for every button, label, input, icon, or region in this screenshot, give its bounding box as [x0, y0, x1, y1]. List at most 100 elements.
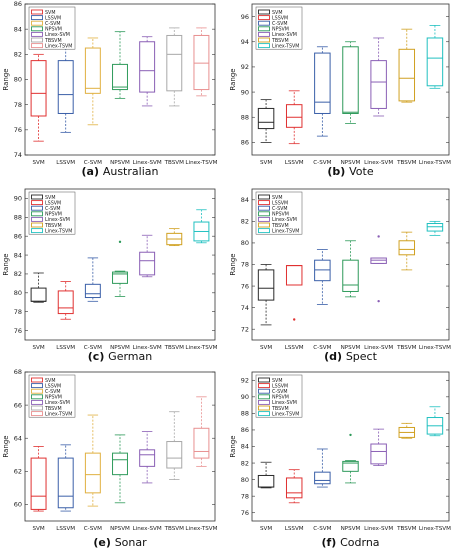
legend-swatch	[31, 211, 43, 217]
x-tick-label: LSSVM	[56, 345, 75, 351]
y-tick-label: 84	[241, 443, 249, 451]
y-tick-label: 84	[14, 251, 22, 259]
legend-label: SVM	[45, 10, 55, 16]
box-iqr	[398, 48, 416, 102]
panel-caption: (b) Vote	[327, 165, 373, 178]
x-tick-label: LSSVM	[285, 526, 304, 532]
legend-label: SVM	[272, 10, 282, 16]
box-iqr	[139, 251, 156, 276]
legend-swatch	[31, 9, 43, 15]
legend-swatch	[258, 15, 270, 21]
caption-letter: (b)	[327, 165, 349, 178]
legend-swatch	[31, 405, 43, 411]
box-iqr	[257, 269, 275, 301]
legend-label: Linex-TSVM	[45, 228, 72, 234]
box-linex-svm	[139, 234, 156, 278]
caption-dataset-name: Vote	[349, 165, 374, 178]
legend-label: Linex-SVM	[45, 400, 70, 406]
legend-swatch	[31, 194, 43, 200]
legend-label: Linex-SVM	[45, 217, 70, 223]
x-tick-label: NPSVM	[110, 160, 130, 166]
legend-swatch	[31, 222, 43, 228]
x-tick-label: C-SVM	[84, 160, 102, 166]
box-lssvm	[57, 281, 74, 320]
box-iqr	[285, 265, 303, 286]
legend-swatch	[258, 43, 270, 49]
panel-caption: (f) Codrna	[321, 536, 379, 549]
box-iqr	[398, 240, 416, 256]
x-tick-label: SVM	[32, 160, 44, 166]
box-iqr	[314, 52, 331, 114]
legend-label: TBSVM	[271, 38, 289, 44]
x-tick-label: Linex-TSVM	[185, 526, 217, 532]
legend-swatch	[31, 228, 43, 234]
y-tick-label: 84	[241, 196, 249, 204]
y-tick-label: 78	[14, 101, 22, 109]
y-tick-label: 76	[14, 327, 22, 335]
y-axis-label: Range	[229, 68, 237, 90]
outlier-point	[377, 235, 380, 238]
box-lssvm	[57, 444, 74, 512]
x-tick-label: NPSVM	[341, 160, 361, 166]
caption-dataset-name: German	[108, 350, 152, 363]
legend-swatch	[258, 211, 270, 217]
x-tick-label: NPSVM	[110, 345, 130, 351]
legend: SVMLSSVMC-SVMNPSVMLinex-SVMTBSVMLinex-TS…	[28, 191, 76, 235]
box-iqr	[30, 457, 47, 510]
box-iqr	[342, 460, 359, 472]
x-tick-label: Linex-TSVM	[419, 526, 451, 532]
legend-swatch	[31, 394, 43, 400]
box-tbsvm	[398, 28, 416, 103]
legend-label: Linex-SVM	[45, 32, 70, 38]
y-tick-label: 84	[14, 25, 22, 33]
legend-swatch	[258, 377, 270, 383]
x-tick-label: Linex-SVM	[364, 345, 393, 351]
y-tick-label: 64	[14, 434, 22, 442]
y-tick-label: 80	[14, 289, 22, 297]
x-tick-label: SVM	[32, 526, 44, 532]
legend-swatch	[31, 383, 43, 389]
box-iqr	[426, 37, 444, 87]
x-tick-label: Linex-SVM	[364, 526, 393, 532]
legend-label: NPSVM	[272, 27, 289, 33]
legend-label: TBSVM	[44, 38, 62, 44]
caption-letter: (c)	[88, 350, 108, 363]
y-axis-label: Range	[2, 68, 10, 90]
legend-swatch	[258, 222, 270, 228]
box-npsvm	[342, 41, 359, 124]
legend-label: NPSVM	[272, 395, 289, 401]
caption-dataset-name: Australian	[103, 165, 159, 178]
x-tick-label: LSSVM	[285, 160, 304, 166]
y-tick-label: 86	[14, 232, 22, 240]
box-svm	[257, 264, 275, 326]
panel-caption: (a) Australian	[82, 165, 159, 178]
box-npsvm	[342, 433, 359, 484]
legend-label: C-SVM	[45, 21, 61, 27]
legend-label: LSSVM	[45, 383, 61, 389]
legend-label: LSSVM	[45, 200, 61, 206]
box-iqr	[370, 60, 387, 109]
box-iqr	[314, 471, 331, 485]
x-tick-label: C-SVM	[313, 345, 331, 351]
legend-swatch	[258, 37, 270, 43]
legend-label: Linex-SVM	[272, 400, 297, 406]
legend-label: Linex-TSVM	[272, 43, 299, 49]
x-tick-label: NPSVM	[341, 526, 361, 532]
box-linex-tsvm	[193, 27, 210, 97]
caption-dataset-name: Sonar	[115, 536, 147, 549]
legend-swatch	[258, 20, 270, 26]
y-tick-label: 92	[241, 63, 249, 71]
legend-swatch	[31, 31, 43, 37]
y-tick-label: 92	[241, 376, 249, 384]
x-tick-label: C-SVM	[313, 160, 331, 166]
box-svm	[30, 53, 47, 142]
x-tick-label: LSSVM	[285, 345, 304, 351]
y-tick-label: 74	[241, 304, 249, 312]
x-tick-label: C-SVM	[84, 345, 102, 351]
caption-letter: (f)	[321, 536, 340, 549]
y-tick-label: 90	[14, 195, 22, 203]
y-tick-label: 80	[241, 239, 249, 247]
x-tick-label: Linex-TSVM	[185, 160, 217, 166]
legend-label: LSSVM	[45, 15, 61, 21]
